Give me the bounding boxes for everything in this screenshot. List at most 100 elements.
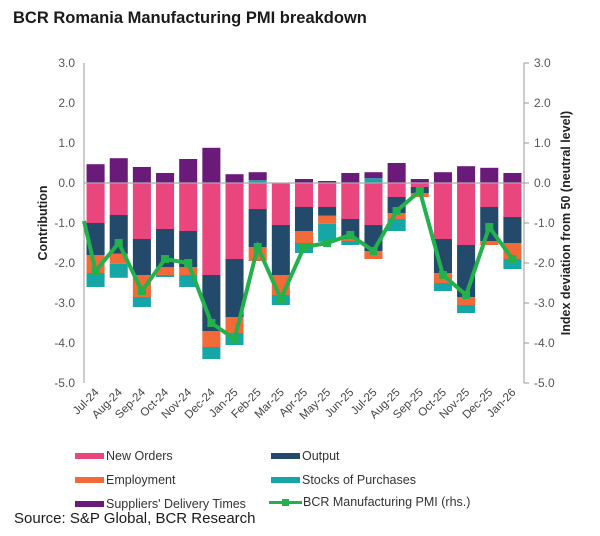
pmi-line-series xyxy=(82,187,517,343)
bar-stocks-of-purchases-oct-25 xyxy=(433,283,452,291)
pmi-point-may-25 xyxy=(323,239,332,247)
y-tick-label-right: -5.0 xyxy=(534,376,555,390)
bar-employment-aug-25 xyxy=(387,213,406,219)
pmi-point-sep-24 xyxy=(137,287,146,295)
bar-suppliers-delivery-times-jan-26 xyxy=(503,173,522,183)
bar-new-orders-jan-25 xyxy=(225,183,244,259)
bar-stocks-of-purchases-jul-25 xyxy=(364,178,383,183)
bar-suppliers-delivery-times-may-25 xyxy=(318,181,337,183)
bar-employment-aug-24 xyxy=(109,253,128,264)
bar-new-orders-dec-24 xyxy=(202,183,221,275)
legend-label: Suppliers' Delivery Times xyxy=(106,497,246,511)
bar-stocks-of-purchases-dec-24 xyxy=(202,347,221,359)
pmi-point-apr-25 xyxy=(300,243,308,251)
pmi-point-oct-24 xyxy=(161,255,170,263)
bar-output-nov-24 xyxy=(179,231,198,267)
bar-new-orders-feb-25 xyxy=(248,183,267,209)
bar-stacks xyxy=(86,147,522,359)
bar-suppliers-delivery-times-oct-25 xyxy=(433,172,452,183)
y-tick-label-left: 2.0 xyxy=(58,96,75,110)
chart-title: BCR Romania Manufacturing PMI breakdown xyxy=(13,9,367,27)
bar-employment-dec-25 xyxy=(480,241,499,245)
legend-label: Employment xyxy=(106,473,176,487)
bar-new-orders-oct-25 xyxy=(433,183,452,239)
bar-output-aug-24 xyxy=(109,215,128,254)
legend-item-suppliers: Suppliers' Delivery Times xyxy=(75,497,246,511)
legend-item-employment: Employment xyxy=(75,473,175,487)
bar-stocks-of-purchases-nov-25 xyxy=(457,305,476,313)
bar-suppliers-delivery-times-apr-25 xyxy=(294,179,314,183)
bar-suppliers-delivery-times-jan-25 xyxy=(225,174,244,183)
bar-employment-oct-24 xyxy=(156,267,175,275)
y-axis-right: 3.0 2.0 1.0 0.0 -1.0 -2.0 -3.0 -4.0 -5.0 xyxy=(524,56,555,390)
bar-employment-jun-25 xyxy=(341,239,360,241)
y-tick-label-right: 3.0 xyxy=(534,56,551,70)
bar-stocks-of-purchases-jul-24 xyxy=(86,273,105,287)
legend-label: Stocks of Purchases xyxy=(302,473,416,487)
bar-stocks-of-purchases-oct-24 xyxy=(156,275,175,277)
y-axis-title-right: Index deviation from 50 (neutral level) xyxy=(559,111,573,335)
y-tick-label-left: -4.0 xyxy=(54,336,75,350)
y-tick-label-right: 1.0 xyxy=(534,136,551,150)
bar-stocks-of-purchases-jan-26 xyxy=(503,259,522,269)
x-axis-labels: Jul-24Aug-24Sep-24Oct-24Nov-24Dec-24Jan-… xyxy=(71,386,518,422)
legend-label: New Orders xyxy=(106,449,173,463)
y-tick-label-left: -5.0 xyxy=(54,376,75,390)
bar-suppliers-delivery-times-nov-25 xyxy=(457,166,476,183)
bar-output-feb-25 xyxy=(248,209,267,247)
pmi-point-dec-25 xyxy=(485,223,494,231)
y-tick-label-right: -3.0 xyxy=(534,296,555,310)
bar-new-orders-nov-25 xyxy=(457,183,476,245)
pmi-point-mar-25 xyxy=(276,295,285,303)
y-tick-label-right: -2.0 xyxy=(534,256,555,270)
bar-output-jun-25 xyxy=(341,219,360,239)
bar-suppliers-delivery-times-jul-25 xyxy=(364,172,383,179)
pmi-point-oct-25 xyxy=(438,271,447,279)
bar-output-dec-24 xyxy=(202,275,221,331)
bar-new-orders-oct-24 xyxy=(156,183,175,229)
pmi-line-path xyxy=(82,187,515,343)
bar-employment-dec-24 xyxy=(202,331,221,347)
bar-output-jan-25 xyxy=(225,259,244,317)
bar-suppliers-delivery-times-sep-25 xyxy=(410,179,429,183)
pmi-point-jul-24 xyxy=(91,267,100,275)
bar-suppliers-delivery-times-oct-24 xyxy=(156,173,175,183)
y-tick-label-left: -2.0 xyxy=(54,256,75,270)
legend-swatch-output xyxy=(271,453,300,459)
legend-label: BCR Manufacturing PMI (rhs.) xyxy=(303,495,471,509)
pmi-point-feb-25 xyxy=(253,243,262,251)
legend-swatch-stocks xyxy=(271,477,300,483)
bar-output-may-25 xyxy=(318,207,337,216)
bar-suppliers-delivery-times-aug-24 xyxy=(109,158,128,183)
legend-swatch-suppliers xyxy=(75,501,104,507)
bar-new-orders-jun-25 xyxy=(341,183,360,219)
pmi-point-dec-24 xyxy=(207,319,216,327)
bar-new-orders-aug-24 xyxy=(109,183,128,215)
y-axis-left: 3.0 2.0 1.0 0.0 -1.0 -2.0 -3.0 -4.0 -5.0 xyxy=(54,56,75,390)
legend-swatch-pmi xyxy=(269,496,302,508)
bar-employment-nov-25 xyxy=(457,297,476,305)
y-tick-label-left: 1.0 xyxy=(58,136,75,150)
legend-swatch-employment xyxy=(75,477,104,483)
pmi-point-aug-24 xyxy=(114,239,123,247)
source-note: Source: S&P Global, BCR Research xyxy=(14,510,256,527)
bar-stocks-of-purchases-sep-24 xyxy=(132,297,151,307)
bar-output-sep-24 xyxy=(132,239,151,275)
bar-suppliers-delivery-times-jun-25 xyxy=(341,173,360,183)
bar-employment-apr-25 xyxy=(294,231,314,243)
legend-swatch-new-orders xyxy=(75,453,104,459)
bar-new-orders-jul-24 xyxy=(86,183,105,223)
bar-stocks-of-purchases-aug-24 xyxy=(109,263,128,278)
bar-suppliers-delivery-times-aug-25 xyxy=(387,163,406,183)
legend-item-output: Output xyxy=(271,449,340,463)
legend-item-new-orders: New Orders xyxy=(75,449,173,463)
legend-label: Output xyxy=(302,449,340,463)
bar-suppliers-delivery-times-dec-25 xyxy=(480,167,499,183)
y-tick-label-right: -4.0 xyxy=(534,336,555,350)
bar-suppliers-delivery-times-dec-24 xyxy=(202,147,221,183)
bar-stocks-of-purchases-jun-25 xyxy=(341,241,360,245)
bar-output-oct-24 xyxy=(156,229,175,267)
bar-suppliers-delivery-times-nov-24 xyxy=(179,159,198,183)
legend-item-stocks: Stocks of Purchases xyxy=(271,473,416,487)
bar-new-orders-jul-25 xyxy=(364,183,383,225)
